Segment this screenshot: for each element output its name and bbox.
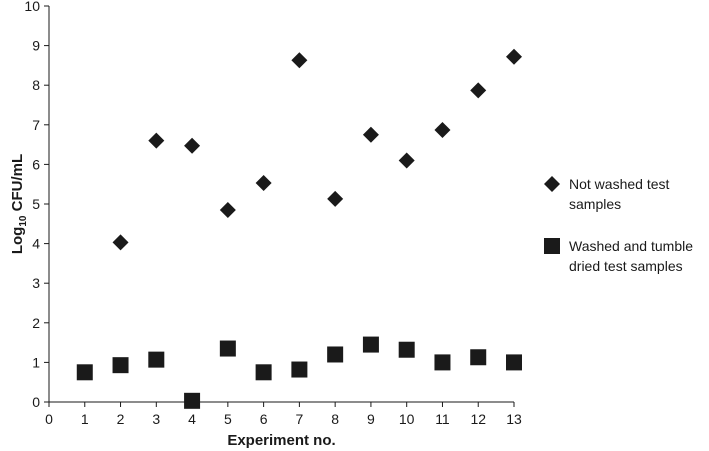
x-tick-label: 9 [367, 411, 375, 427]
legend-label: Washed and tumble [569, 238, 693, 254]
washed-point [327, 346, 344, 363]
legend-diamond-icon [544, 176, 560, 192]
y-tick-label: 2 [32, 315, 40, 331]
y-axis-title: Log10 CFU/mL [9, 154, 29, 254]
washed-point [434, 354, 451, 371]
y-tick-label: 10 [24, 0, 40, 14]
not-washed-point [434, 121, 451, 138]
washed-point [255, 364, 272, 381]
not-washed-point [327, 190, 344, 207]
x-tick-label: 0 [45, 411, 53, 427]
x-tick-label: 13 [506, 411, 522, 427]
y-ticks: 0 1 2 3 4 5 6 7 8 9 10 [24, 0, 49, 410]
x-tick-label: 5 [224, 411, 232, 427]
x-tick-label: 7 [295, 411, 303, 427]
washed-point [184, 392, 201, 409]
x-tick-label: 8 [331, 411, 339, 427]
not-washed-point [112, 234, 129, 251]
y-tick-label: 9 [32, 38, 40, 54]
not-washed-point [398, 152, 415, 169]
x-ticks: 0 1 2 3 4 5 6 7 8 9 10 11 12 13 [45, 402, 522, 427]
washed-point [291, 361, 308, 378]
x-tick-label: 12 [470, 411, 486, 427]
legend-label: samples [569, 196, 621, 212]
washed-point [398, 341, 415, 358]
washed-point [112, 357, 129, 374]
not-washed-point [362, 126, 379, 143]
washed-point [506, 354, 522, 371]
not-washed-point [148, 132, 165, 149]
y-tick-label: 8 [32, 77, 40, 93]
washed-point [362, 336, 379, 353]
y-tick-label: 4 [32, 236, 40, 252]
x-tick-label: 10 [399, 411, 415, 427]
not-washed-point [506, 48, 522, 65]
x-tick-label: 11 [435, 411, 450, 427]
legend-label: Not washed test [569, 176, 669, 192]
not-washed-point [291, 52, 308, 69]
not-washed-point [219, 201, 236, 218]
y-tick-label: 5 [32, 196, 40, 212]
washed-point [219, 340, 236, 357]
legend-label: dried test samples [569, 258, 683, 274]
x-axis-title: Experiment no. [227, 432, 335, 449]
y-tick-label: 7 [32, 117, 40, 133]
washed-point [470, 349, 487, 366]
y-tick-label: 0 [32, 394, 40, 410]
y-tick-label: 6 [32, 156, 40, 172]
x-tick-label: 3 [152, 411, 160, 427]
legend: Not washed test samples Washed and tumble d… [544, 176, 693, 274]
y-axis-title-subscript: 10 [18, 215, 29, 227]
y-tick-label: 1 [32, 354, 40, 370]
x-tick-label: 4 [188, 411, 196, 427]
not-washed-point [470, 82, 487, 99]
y-axis-title-main: Log [9, 227, 26, 255]
x-tick-label: 2 [117, 411, 125, 427]
x-tick-label: 6 [260, 411, 268, 427]
not-washed-point [184, 137, 201, 154]
not-washed-point [255, 175, 272, 192]
axes [48, 6, 514, 403]
y-axis-title-rest: CFU/mL [9, 154, 26, 216]
legend-square-icon [544, 238, 560, 254]
data-points [76, 48, 522, 409]
y-tick-label: 3 [32, 275, 40, 291]
washed-point [76, 364, 93, 381]
x-tick-label: 1 [81, 411, 89, 427]
washed-point [148, 351, 165, 368]
